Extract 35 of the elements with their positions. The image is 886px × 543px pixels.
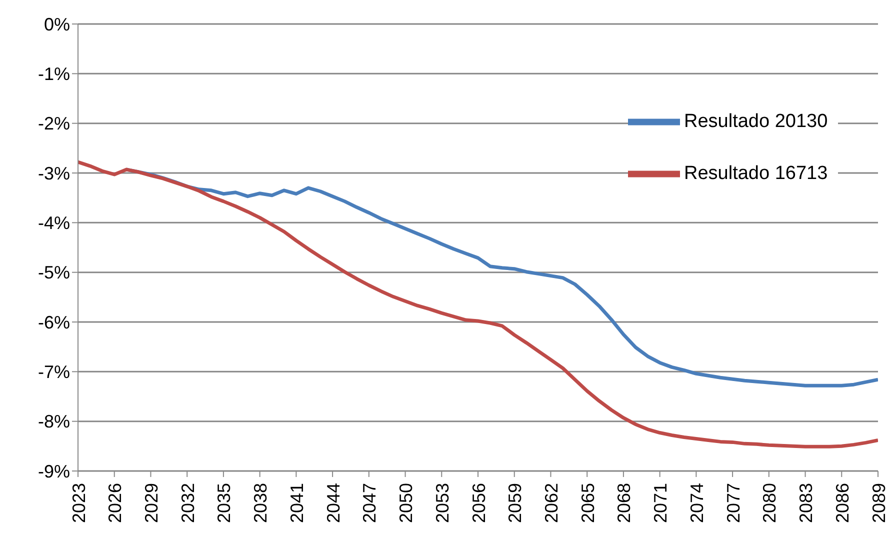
x-tick-label: 2083 xyxy=(796,483,816,524)
x-tick-label: 2065 xyxy=(578,483,598,524)
x-tick-label: 2074 xyxy=(686,483,707,524)
legend-label: Resultado 16713 xyxy=(684,163,828,184)
y-tick-label: -1% xyxy=(38,64,70,84)
x-tick-label: 2026 xyxy=(105,483,126,524)
x-tick-label: 2023 xyxy=(68,483,89,524)
x-tick-label: 2053 xyxy=(432,483,452,524)
y-tick-label: -4% xyxy=(38,213,70,234)
x-tick-label: 2050 xyxy=(396,483,416,524)
y-tick-label: -6% xyxy=(38,312,70,332)
x-tick-label: 2068 xyxy=(614,483,634,524)
x-tick-label: 2047 xyxy=(360,483,380,524)
legend-label: Resultado 20130 xyxy=(684,111,828,132)
x-tick-label: 2089 xyxy=(868,483,886,524)
y-tick-label: -5% xyxy=(38,262,70,283)
x-tick-label: 2071 xyxy=(650,483,671,524)
y-tick-label: -7% xyxy=(38,362,70,382)
x-tick-label: 2080 xyxy=(760,483,780,524)
y-tick-label: -2% xyxy=(38,114,70,134)
x-tick-label: 2062 xyxy=(542,483,562,524)
x-tick-label: 2041 xyxy=(286,483,307,524)
x-tick-label: 2077 xyxy=(723,483,744,524)
x-tick-label: 2056 xyxy=(468,483,489,524)
x-tick-label: 2029 xyxy=(142,483,162,524)
y-tick-label: -8% xyxy=(38,412,70,432)
x-tick-label: 2035 xyxy=(214,483,234,524)
x-tick-label: 2032 xyxy=(178,483,198,524)
x-tick-label: 2086 xyxy=(832,483,852,524)
y-tick-label: -9% xyxy=(38,461,70,482)
x-tick-label: 2059 xyxy=(505,483,526,524)
x-tick-label: 2044 xyxy=(323,483,344,524)
y-tick-label: 0% xyxy=(44,14,70,34)
x-tick-label: 2038 xyxy=(250,483,271,524)
y-tick-label: -3% xyxy=(38,163,70,184)
